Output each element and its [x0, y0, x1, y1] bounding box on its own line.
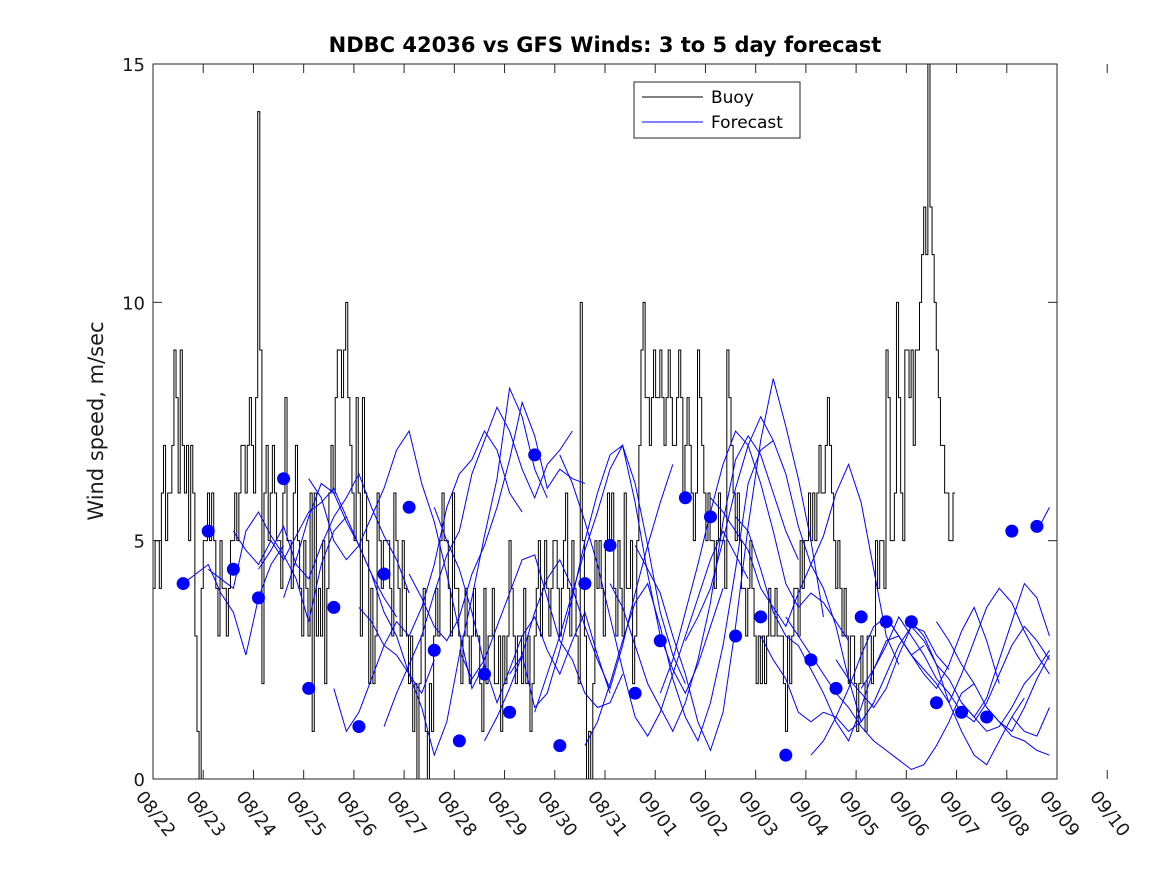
forecast-marker — [729, 629, 743, 643]
forecast-marker — [302, 681, 316, 695]
plot-area — [153, 64, 1057, 779]
y-tick-label: 10 — [122, 293, 145, 314]
x-tick-label: 09/07 — [935, 787, 983, 841]
x-tick-label: 09/06 — [884, 787, 932, 841]
forecast-marker — [251, 591, 265, 605]
forecast-marker — [779, 748, 793, 762]
x-tick-label: 08/22 — [131, 787, 179, 841]
x-tick-label: 08/29 — [483, 787, 531, 841]
forecast-marker — [176, 577, 190, 591]
x-tick-label: 09/08 — [985, 787, 1033, 841]
forecast-line — [634, 378, 824, 752]
y-axis-label: Wind speed, m/sec — [84, 321, 108, 520]
x-tick-label: 08/28 — [432, 787, 480, 841]
forecast-marker — [955, 705, 969, 719]
forecast-marker — [980, 710, 994, 724]
series-layer — [153, 63, 1050, 780]
forecast-marker — [528, 448, 542, 462]
forecast-marker — [754, 610, 768, 624]
forecast-marker — [829, 681, 843, 695]
forecast-marker — [402, 500, 416, 514]
forecast-line — [207, 511, 347, 622]
forecast-marker — [854, 610, 868, 624]
forecast-line — [609, 434, 799, 733]
forecast-line — [885, 587, 1050, 704]
forecast-marker — [277, 472, 291, 486]
x-tick-label: 09/05 — [834, 787, 882, 841]
forecast-line — [659, 430, 849, 694]
forecast-line — [182, 545, 284, 656]
x-tick-label: 09/09 — [1035, 787, 1083, 841]
forecast-marker — [703, 510, 717, 524]
forecast-marker — [1005, 524, 1019, 538]
forecast-line — [710, 463, 900, 665]
forecast-line — [785, 616, 975, 771]
forecast-marker — [553, 739, 567, 753]
forecast-line — [684, 415, 875, 723]
x-tick-label: 09/04 — [784, 787, 832, 841]
forecast-marker — [603, 538, 617, 552]
forecast-marker — [628, 686, 642, 700]
forecast-marker — [201, 524, 215, 538]
forecast-line — [1011, 707, 1050, 737]
forecast-marker — [427, 643, 441, 657]
x-tick-label: 09/03 — [734, 787, 782, 841]
forecast-line — [408, 400, 586, 642]
x-tick-label: 08/31 — [583, 787, 631, 841]
forecast-line — [534, 443, 724, 713]
forecast-line — [509, 444, 686, 709]
forecast-line — [458, 554, 624, 709]
forecast-line — [484, 464, 674, 742]
forecast-line — [735, 516, 925, 742]
axes-box — [152, 63, 1058, 780]
forecast-line — [584, 440, 774, 746]
forecast-line — [961, 650, 1050, 732]
forecast-marker — [377, 567, 391, 581]
forecast-marker — [578, 577, 592, 591]
forecast-marker — [678, 491, 692, 505]
x-tick-label: 09/10 — [1085, 787, 1133, 841]
forecast-marker — [653, 634, 667, 648]
forecast-marker — [352, 720, 366, 734]
x-tick-label: 08/25 — [282, 787, 330, 841]
x-tick-label: 08/27 — [382, 787, 430, 841]
x-tick-label: 08/23 — [181, 787, 229, 841]
forecast-marker — [904, 615, 918, 629]
y-tick-label: 15 — [122, 55, 145, 76]
y-axis-ticks: 0 5 10 15 — [122, 55, 1057, 791]
y-tick-label: 5 — [134, 532, 145, 553]
forecast-marker — [327, 600, 341, 614]
x-tick-label: 08/26 — [332, 787, 380, 841]
forecast-marker — [929, 696, 943, 710]
forecast-marker — [503, 705, 517, 719]
x-tick-label: 08/30 — [533, 787, 581, 841]
forecast-line — [333, 429, 523, 733]
forecast-line — [559, 454, 749, 738]
x-tick-label: 08/24 — [232, 787, 280, 841]
x-tick-label: 09/01 — [633, 787, 681, 841]
forecast-marker — [804, 653, 818, 667]
y-tick-label: 0 — [134, 770, 145, 791]
x-tick-label: 09/02 — [684, 787, 732, 841]
chart-title: NDBC 42036 vs GFS Winds: 3 to 5 day fore… — [329, 33, 882, 57]
legend-box — [633, 81, 801, 139]
forecast-marker — [879, 615, 893, 629]
forecast-line — [860, 615, 1050, 723]
forecast-marker — [452, 734, 466, 748]
forecast-marker — [1030, 519, 1044, 533]
forecast-line — [433, 507, 611, 705]
forecast-line — [258, 472, 410, 594]
forecast-line — [910, 582, 1050, 718]
legend-buoy-label: Buoy — [711, 88, 754, 108]
legend: Buoy Forecast — [633, 81, 801, 139]
forecast-line — [308, 429, 485, 690]
forecast-line — [358, 386, 548, 757]
forecast-line — [986, 707, 1050, 756]
forecast-marker — [226, 562, 240, 576]
forecast-marker — [477, 667, 491, 681]
forecast-line — [383, 405, 573, 727]
forecast-line — [835, 625, 1025, 766]
legend-forecast-label: Forecast — [711, 113, 783, 133]
